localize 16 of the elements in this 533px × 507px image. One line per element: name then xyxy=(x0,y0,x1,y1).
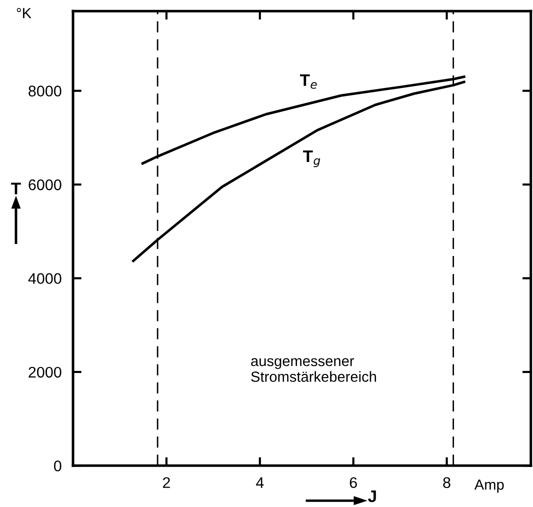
y-tick-label: 6000 xyxy=(28,179,62,190)
x-tick-label: 2 xyxy=(162,477,170,488)
annotation: ausgemessener Stromstärkebereich xyxy=(251,358,376,382)
y-tick-label: 2000 xyxy=(28,366,62,378)
y-axis-title: T xyxy=(11,182,21,194)
x-tick-label: 8 xyxy=(443,477,450,488)
x-tick-label: 4 xyxy=(256,477,264,488)
series-label: T$_{e}$ xyxy=(300,74,317,89)
series-label: T$_{g}$ xyxy=(303,150,320,168)
y-tick-label: 8000 xyxy=(28,86,62,96)
text: °K xyxy=(16,8,32,18)
y-tick-label: 4000 xyxy=(28,273,62,284)
text: Amp xyxy=(474,480,504,493)
y-tick-label: 0 xyxy=(54,460,62,472)
x-tick-label: 6 xyxy=(350,477,357,488)
x-axis-title: J xyxy=(368,490,376,502)
